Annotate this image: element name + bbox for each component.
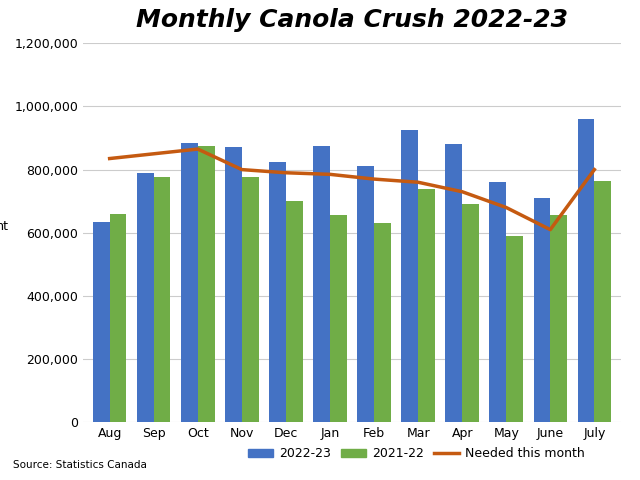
Bar — [330, 216, 347, 422]
Bar — [578, 119, 595, 422]
Bar — [93, 222, 109, 422]
Bar — [401, 130, 418, 422]
Bar — [506, 236, 523, 422]
Bar — [198, 146, 214, 422]
Bar — [595, 180, 611, 422]
Bar — [242, 178, 259, 422]
Title: Monthly Canola Crush 2022-23: Monthly Canola Crush 2022-23 — [136, 8, 568, 32]
Bar — [445, 144, 462, 422]
Bar — [286, 201, 303, 422]
Bar — [374, 223, 391, 422]
Bar — [269, 162, 286, 422]
Bar — [534, 198, 550, 422]
Text: Source: Statistics Canada: Source: Statistics Canada — [13, 460, 147, 470]
Bar — [181, 143, 198, 422]
Bar — [462, 204, 479, 422]
Bar — [490, 182, 506, 422]
Bar — [137, 173, 154, 422]
Bar — [357, 167, 374, 422]
Bar — [550, 216, 567, 422]
Legend: 2022-23, 2021-22, Needed this month: 2022-23, 2021-22, Needed this month — [243, 443, 590, 466]
Bar — [418, 189, 435, 422]
Bar — [154, 178, 170, 422]
Bar — [313, 146, 330, 422]
Bar — [225, 147, 242, 422]
Y-axis label: mt: mt — [0, 220, 9, 233]
Bar — [109, 214, 126, 422]
